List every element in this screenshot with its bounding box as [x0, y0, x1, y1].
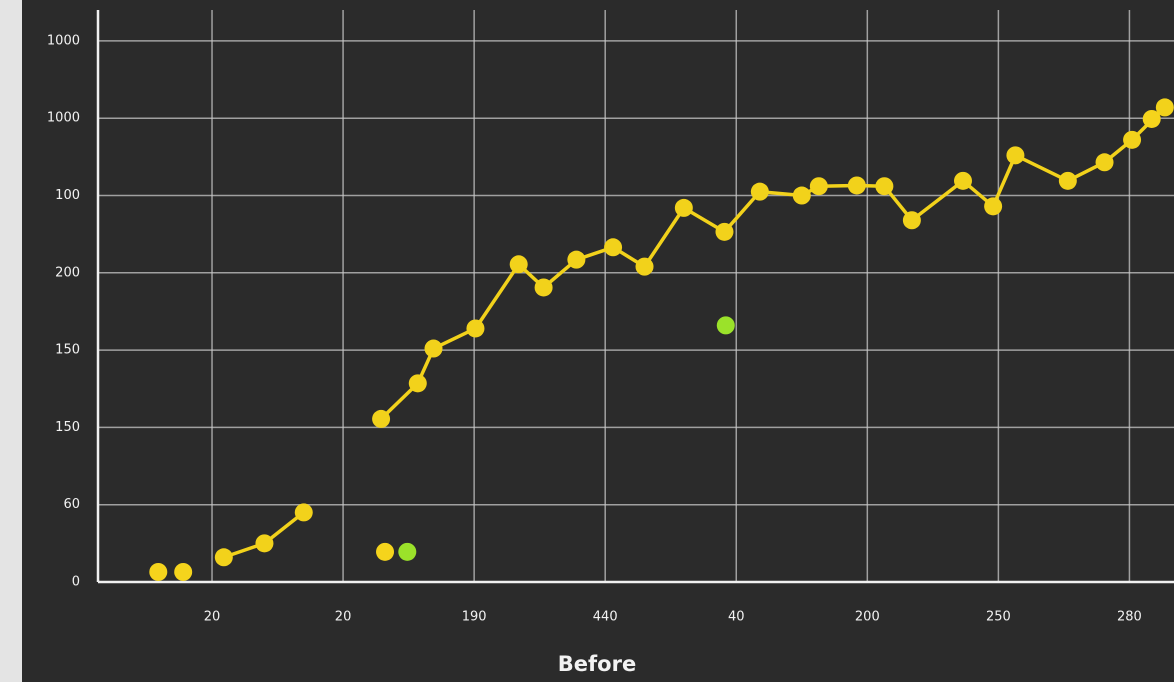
point: [1123, 130, 1142, 149]
x-tick-label: 40: [728, 610, 745, 625]
point: [1142, 109, 1161, 128]
point: [149, 562, 168, 581]
point: [534, 278, 553, 297]
point: [750, 182, 769, 201]
x-tick-label: 280: [1117, 610, 1142, 625]
x-tick-label: 250: [986, 610, 1011, 625]
point: [509, 255, 528, 274]
x-axis-label: Before: [558, 652, 636, 676]
point: [715, 222, 734, 241]
x-tick-label: 200: [855, 610, 880, 625]
point: [214, 548, 233, 567]
point: [567, 250, 586, 269]
y-tick-label: 1000: [47, 33, 80, 48]
point: [984, 197, 1003, 216]
point: [716, 316, 735, 335]
point: [847, 176, 866, 195]
point: [809, 177, 828, 196]
point: [372, 409, 391, 428]
point: [424, 339, 443, 358]
y-tick-label: 150: [55, 420, 80, 435]
y-tick-label: 200: [55, 265, 80, 280]
point: [255, 534, 274, 553]
x-tick-label: 20: [335, 610, 352, 625]
y-tick-label: 0: [72, 575, 80, 590]
point: [408, 374, 427, 393]
point: [1058, 171, 1077, 190]
point: [1095, 153, 1114, 172]
point: [635, 257, 654, 276]
y-tick-label: 100: [55, 188, 80, 203]
y-tick-label: 60: [63, 497, 80, 512]
point: [1155, 98, 1174, 117]
point: [902, 211, 921, 230]
y-tick-label: 150: [55, 343, 80, 358]
y-tick-label: 1000: [47, 111, 80, 126]
x-tick-label: 20: [204, 610, 221, 625]
point: [1006, 146, 1025, 165]
point: [398, 542, 417, 561]
point: [674, 198, 693, 217]
point: [792, 186, 811, 205]
x-tick-label: 190: [462, 610, 487, 625]
point: [376, 542, 395, 561]
line: [379, 106, 1167, 421]
point: [953, 171, 972, 190]
point: [174, 562, 193, 581]
x-tick-label: 440: [593, 610, 618, 625]
point: [604, 238, 623, 257]
side-strip: [0, 0, 22, 682]
point: [466, 319, 485, 338]
point: [294, 503, 313, 522]
point: [875, 177, 894, 196]
